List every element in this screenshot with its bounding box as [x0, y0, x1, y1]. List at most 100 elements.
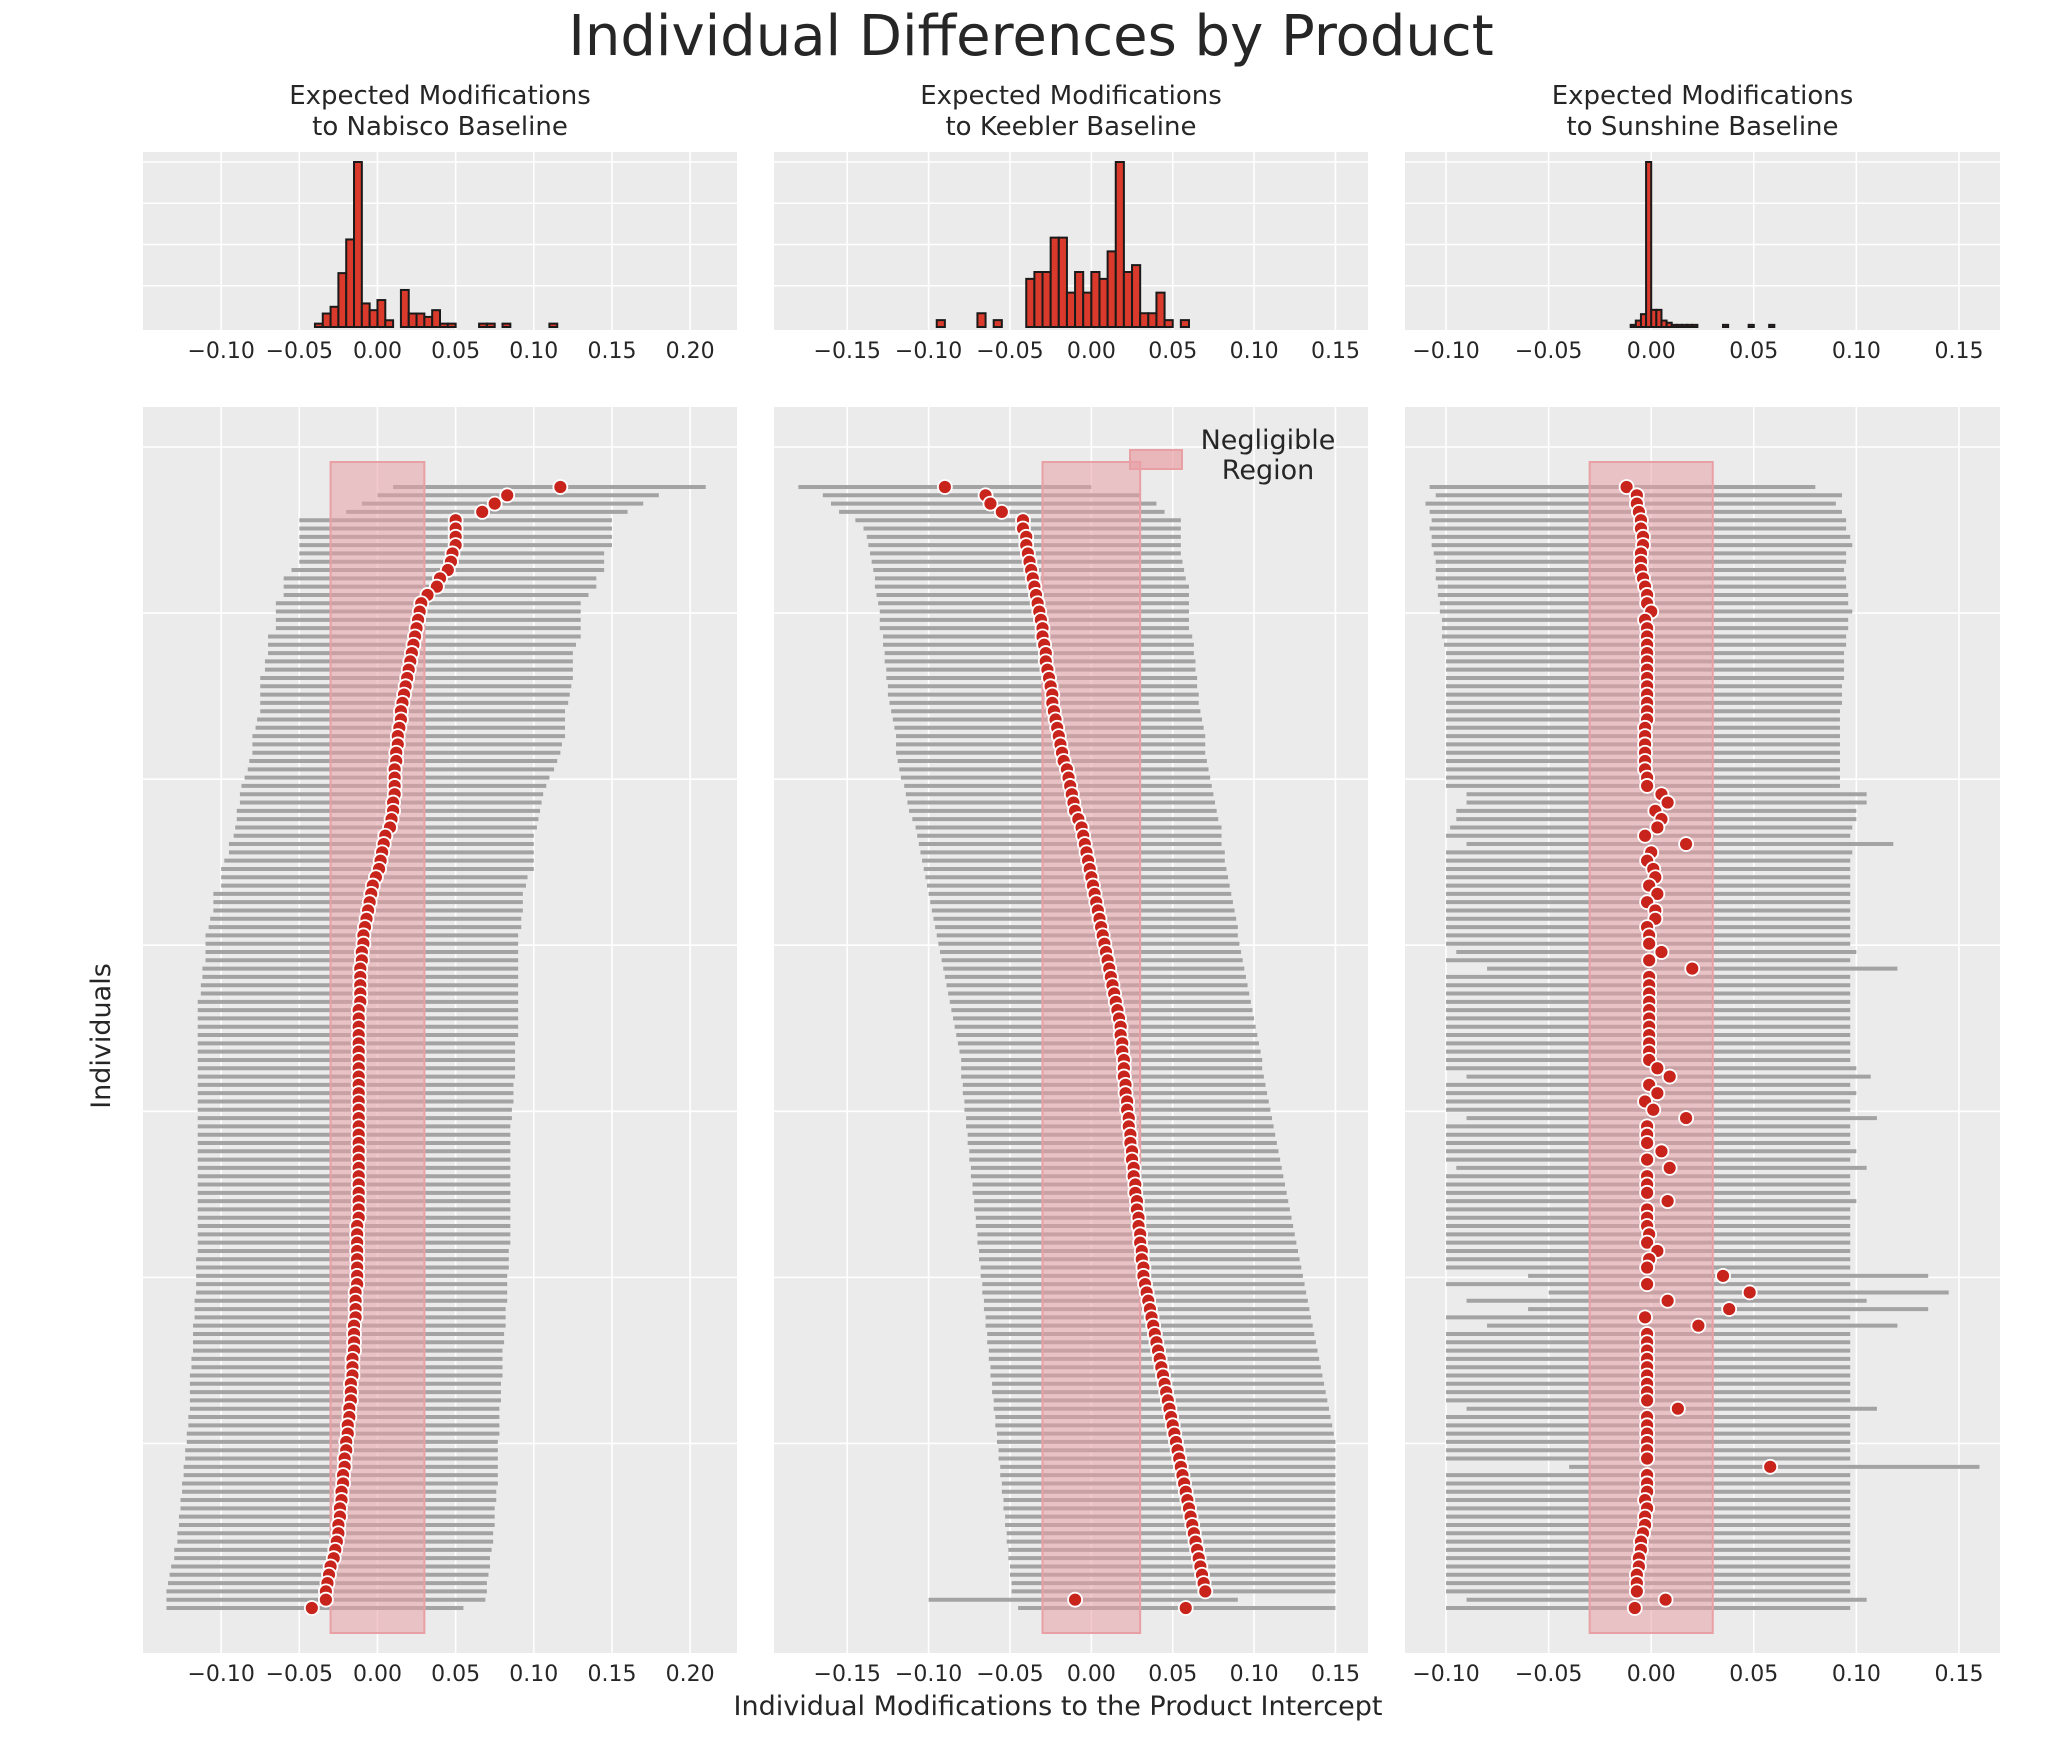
- estimate-point: [474, 504, 491, 520]
- x-tick-label: 0.00: [353, 1662, 402, 1687]
- estimate-point: [1657, 1591, 1674, 1608]
- estimate-point: [1678, 836, 1694, 852]
- histogram-bar: [439, 322, 449, 329]
- x-tick-label: −0.10: [895, 1662, 962, 1687]
- histogram-bar: [1114, 161, 1125, 328]
- x-tick-label: 0.05: [431, 339, 480, 364]
- legend-label: Region: [1222, 455, 1314, 486]
- panel-title-line: to Nabisco Baseline: [312, 112, 568, 142]
- estimate-point: [1684, 960, 1701, 977]
- histogram-bar: [1131, 264, 1142, 328]
- histogram-bar: [329, 305, 340, 329]
- histogram-bar: [399, 288, 410, 329]
- histogram-bar: [992, 319, 1003, 328]
- x-tick-label: −0.10: [187, 1662, 254, 1687]
- legend-label: Negligible: [1201, 425, 1336, 456]
- histogram-bar: [384, 319, 395, 329]
- estimate-point: [1641, 952, 1658, 969]
- histogram-bar: [1106, 250, 1117, 328]
- estimate-point: [1639, 1276, 1656, 1293]
- panel-title-line: to Sunshine Baseline: [1566, 112, 1838, 142]
- histogram-bar: [446, 322, 457, 329]
- histogram-nabisco: −0.10 −0.05 0.00 0.05 0.10 0.15 0.20 Expected M…: [143, 81, 737, 364]
- estimate-point: [317, 1591, 334, 1608]
- x-tick-label: 0.10: [1832, 1662, 1881, 1687]
- estimate-point: [993, 504, 1010, 520]
- x-tick-label: −0.05: [266, 1662, 333, 1687]
- histogram-bar: [431, 309, 441, 329]
- histogram-bar: [1155, 291, 1166, 328]
- estimate-point: [1641, 935, 1658, 952]
- x-tick-label: −0.10: [895, 339, 962, 364]
- estimate-point: [1649, 885, 1666, 902]
- histogram-bar: [1139, 312, 1150, 328]
- plot-background: [143, 152, 737, 330]
- estimate-point: [1649, 1060, 1666, 1077]
- histogram-bar: [1179, 319, 1190, 328]
- histogram-bar: [485, 322, 496, 329]
- estimate-point: [303, 1600, 320, 1616]
- x-tick-label: −0.15: [814, 1662, 881, 1687]
- x-tick-label: 0.15: [1934, 339, 1983, 364]
- estimate-point: [1639, 1184, 1656, 1201]
- histogram-bar: [1074, 271, 1085, 328]
- x-tick-label: 0.10: [1832, 339, 1881, 364]
- estimate-point: [1639, 1151, 1656, 1168]
- estimate-point: [1177, 1600, 1194, 1616]
- histogram-bar: [1065, 291, 1077, 328]
- forest-plot-sunshine: −0.10 −0.05 0.00 0.05 0.10 0.15: [1405, 407, 2000, 1687]
- panel-title-line: to Keebler Baseline: [945, 112, 1196, 142]
- estimate-point: [1659, 1193, 1676, 1210]
- x-tick-label: 0.15: [1934, 1662, 1983, 1687]
- estimate-point: [1645, 1101, 1662, 1118]
- histogram-bar: [1033, 271, 1044, 328]
- estimate-point: [1661, 1068, 1678, 1085]
- estimate-point: [1715, 1267, 1731, 1284]
- histogram-bar: [1090, 271, 1101, 328]
- panel-title-line: Expected Modifications: [289, 81, 591, 111]
- panels: −0.10 −0.05 0.00 0.05 0.10 0.15 0.20 Expected M…: [143, 81, 2000, 1687]
- x-tick-label: 0.00: [1067, 1662, 1116, 1687]
- histogram-bar: [1049, 236, 1060, 328]
- x-tick-label: 0.10: [509, 1662, 558, 1687]
- estimate-point: [1690, 1317, 1707, 1334]
- estimate-point: [982, 495, 999, 512]
- x-tick-label: −0.05: [976, 339, 1043, 364]
- estimate-point: [1067, 1591, 1083, 1608]
- y-axis-label: Individuals: [86, 963, 117, 1109]
- forest-plot-nabisco: −0.10 −0.05 0.00 0.05 0.10 0.15 0.20: [143, 407, 737, 1687]
- estimate-point: [1659, 794, 1676, 811]
- estimate-point: [1639, 1234, 1656, 1251]
- x-tick-label: −0.10: [1412, 339, 1479, 364]
- x-tick-label: 0.00: [1067, 339, 1116, 364]
- histogram-bar: [501, 322, 512, 329]
- estimate-point: [1661, 1160, 1678, 1176]
- x-tick-label: −0.05: [266, 339, 333, 364]
- estimate-point: [1653, 944, 1670, 960]
- estimate-point: [1669, 1400, 1686, 1417]
- histogram-bar: [321, 312, 332, 328]
- estimate-point: [1628, 1583, 1645, 1600]
- histogram-bar: [368, 309, 379, 329]
- estimate-point: [552, 479, 569, 495]
- histogram-keebler: −0.15 −0.10 −0.05 0.00 0.05 0.10 0.15 Expected …: [774, 81, 1368, 364]
- estimate-point: [1637, 1309, 1653, 1326]
- x-tick-label: 0.15: [587, 1662, 636, 1687]
- histogram-bar: [1122, 271, 1134, 328]
- estimate-point: [1618, 479, 1635, 495]
- x-tick-label: 0.05: [1729, 1662, 1778, 1687]
- x-tick-label: 0.05: [1729, 339, 1778, 364]
- histogram-sunshine: −0.10 −0.05 0.00 0.05 0.10 0.15 Expected Modif…: [1405, 81, 2000, 364]
- histogram-bar: [376, 299, 387, 328]
- plot-background: [143, 407, 737, 1653]
- estimate-point: [1639, 1450, 1656, 1467]
- x-tick-label: −0.15: [814, 339, 881, 364]
- x-tick-label: 0.10: [509, 339, 558, 364]
- estimate-point: [936, 479, 953, 495]
- histogram-bar: [353, 161, 363, 328]
- estimate-point: [1762, 1458, 1779, 1475]
- x-tick-label: 0.20: [666, 1662, 715, 1687]
- x-tick-label: −0.05: [976, 1662, 1043, 1687]
- x-tick-label: 0.15: [587, 339, 636, 364]
- estimate-point: [499, 487, 516, 504]
